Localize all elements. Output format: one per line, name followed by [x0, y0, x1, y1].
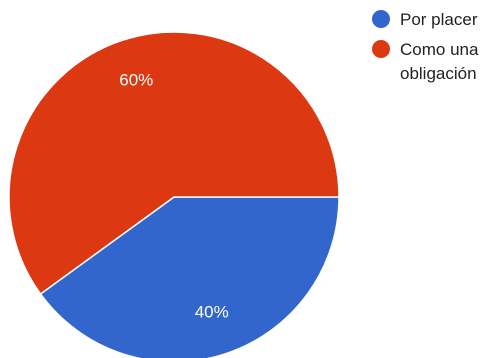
legend-swatch-como-una-obligacion	[372, 40, 390, 58]
legend-item-como-una-obligacion[interactable]: Como una obligación	[372, 38, 502, 86]
pie-label-por-placer: 40%	[195, 303, 229, 322]
legend-item-por-placer[interactable]: Por placer	[372, 8, 502, 32]
pie-label-como-una-obligacion: 60%	[119, 70, 153, 89]
legend: Por placer Como una obligación	[372, 8, 502, 92]
pie-slice-como-una-obligacion[interactable]	[8, 31, 340, 296]
legend-label-por-placer: Por placer	[400, 10, 478, 29]
legend-label-como-una-obligacion: Como una obligación	[400, 40, 479, 83]
legend-swatch-por-placer	[372, 10, 390, 28]
pie-slice-por-placer[interactable]	[39, 196, 340, 358]
